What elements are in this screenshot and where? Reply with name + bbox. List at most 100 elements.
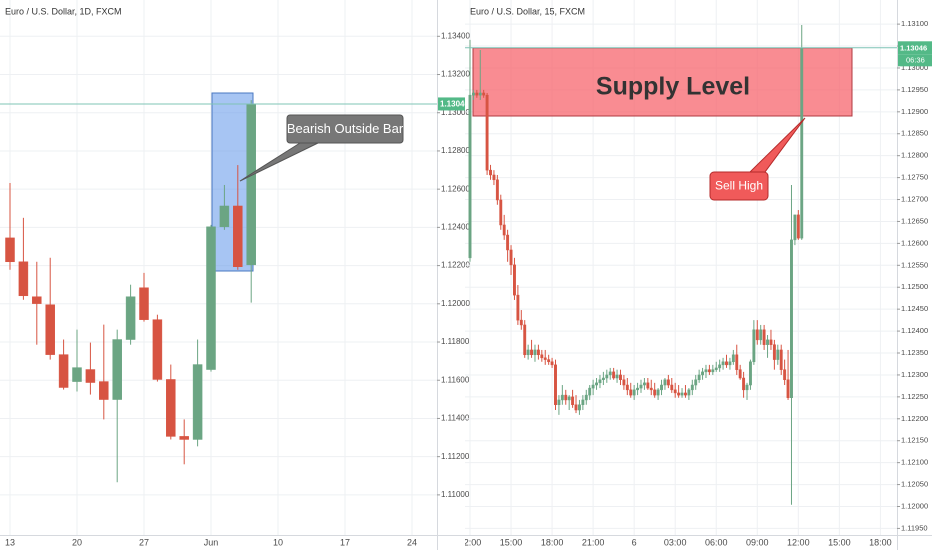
candle-body: [660, 384, 663, 391]
candle-body: [526, 349, 530, 356]
candle-body: [636, 387, 640, 391]
y-tick-label: 1.12800: [901, 151, 928, 160]
countdown-label: 06:36: [906, 55, 925, 64]
y-tick-label: 1.12550: [901, 260, 928, 269]
candle-body: [595, 382, 598, 386]
candle-body: [666, 379, 670, 386]
candle-body: [574, 404, 578, 411]
candle-body: [557, 399, 561, 406]
candle-body: [530, 349, 534, 356]
supply-zone: [472, 47, 853, 117]
candle-body: [471, 92, 475, 96]
x-tick-label: 21:00: [582, 537, 605, 547]
candle-body: [725, 361, 728, 366]
candle-body: [523, 324, 527, 356]
candle-body: [18, 261, 29, 297]
candle-body: [796, 214, 800, 239]
candle-body: [139, 287, 149, 320]
y-tick-label: 1.12200: [441, 261, 470, 270]
x-tick-label: 06:00: [705, 537, 728, 547]
candle-body: [694, 379, 698, 386]
candle-body: [690, 384, 694, 391]
candle-body: [687, 389, 691, 396]
candle-body: [5, 237, 15, 263]
candle-body: [547, 359, 551, 363]
candle-body: [711, 369, 715, 373]
price-tag-label: 1.13046: [900, 43, 927, 52]
candle-body: [519, 319, 523, 326]
candle-body: [670, 384, 674, 391]
candle-body: [642, 382, 646, 386]
candle-body: [564, 394, 568, 401]
candle-body: [560, 394, 564, 401]
x-tick-label: 17: [340, 537, 350, 547]
y-tick-label: 1.11600: [441, 375, 470, 384]
candle-body: [748, 361, 752, 386]
candle-body: [506, 234, 510, 251]
candle-body: [499, 199, 503, 226]
candle-body: [673, 389, 677, 394]
x-tick-label: 15:00: [500, 537, 523, 547]
candle-body: [492, 174, 496, 181]
candle-body: [649, 387, 653, 391]
price-tag-label: 1.13046: [440, 100, 469, 109]
candle-body: [152, 319, 163, 380]
candle-body: [478, 92, 482, 96]
candle-body: [612, 371, 616, 379]
candle-body: [543, 357, 547, 360]
candle-body: [718, 364, 722, 369]
candle-body: [800, 47, 804, 239]
candle-body: [584, 394, 588, 401]
candle-body: [653, 389, 657, 396]
candle-body: [85, 369, 96, 383]
countdown-tag: [898, 54, 932, 67]
candle-body: [639, 384, 643, 389]
y-tick-label: 1.12400: [901, 326, 928, 335]
y-tick-label: 1.12700: [901, 195, 928, 204]
candle-body: [701, 371, 705, 376]
candle-body: [577, 404, 581, 411]
candle-body: [721, 361, 725, 366]
candle-body: [632, 389, 636, 396]
candle-body: [516, 294, 520, 321]
y-tick-label: 1.12500: [901, 282, 928, 291]
candle-body: [776, 349, 780, 360]
x-tick-label: 15:00: [828, 537, 851, 547]
candle-body: [615, 374, 619, 379]
y-tick-label: 1.12750: [901, 173, 928, 182]
candle-body: [513, 264, 516, 296]
x-tick-label: 24: [407, 537, 417, 547]
candle-body: [735, 354, 739, 370]
panel: Bearish Outside Bar 13 20 27 Jun 10 17 24: [0, 0, 437, 547]
x-tick-label: 27: [139, 537, 149, 547]
x-tick-label: 6: [632, 537, 637, 547]
price-tag: [438, 97, 465, 111]
candle-body: [646, 382, 650, 389]
candle-body: [72, 367, 82, 382]
candle-body: [179, 436, 189, 440]
x-tick-label: Jun: [204, 537, 219, 547]
candle-body: [766, 339, 769, 345]
y-tick-label: 1.11400: [441, 414, 470, 423]
candle-body: [45, 304, 55, 355]
candle-body: [206, 226, 216, 370]
candle-body: [697, 374, 701, 381]
candle-body: [755, 329, 759, 341]
x-tick-label: 20: [72, 537, 82, 547]
candle-body: [550, 361, 554, 366]
candle-body: [629, 389, 633, 396]
x-tick-label: 12:00: [459, 537, 482, 547]
candle-body: [738, 369, 742, 379]
y-tick-label: 1.12600: [441, 184, 470, 193]
x-tick-label: 18:00: [541, 537, 564, 547]
candle-body: [769, 339, 773, 345]
candle-body: [571, 396, 575, 406]
y-tick-label: 1.13000: [441, 108, 470, 117]
candle-body: [601, 377, 605, 381]
candle-body: [677, 392, 681, 396]
y-tick-label: 1.11950: [901, 523, 928, 532]
y-tick-label: 1.12300: [901, 370, 928, 379]
candle-body: [680, 392, 684, 396]
candle-body: [704, 369, 708, 373]
candle-body: [58, 354, 69, 388]
